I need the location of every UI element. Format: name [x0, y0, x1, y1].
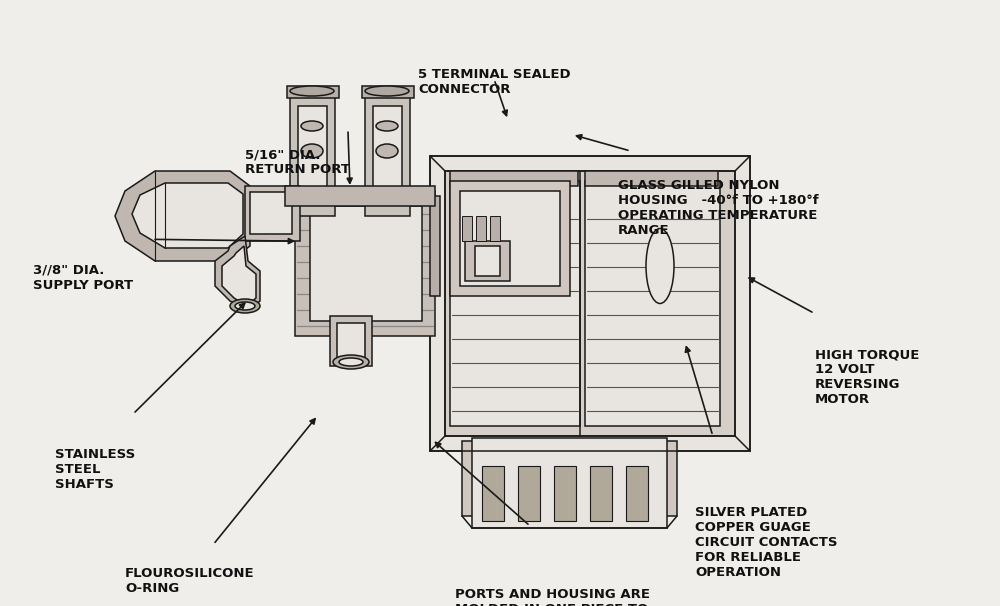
- Text: STAINLESS
STEEL
SHAFTS: STAINLESS STEEL SHAFTS: [55, 448, 135, 491]
- Ellipse shape: [301, 144, 323, 158]
- Bar: [285, 186, 435, 206]
- Text: 3//8" DIA.
SUPPLY PORT: 3//8" DIA. SUPPLY PORT: [33, 264, 133, 291]
- Bar: [465, 241, 510, 281]
- Bar: [450, 181, 570, 296]
- Bar: [295, 191, 435, 336]
- Bar: [462, 216, 472, 241]
- Bar: [287, 86, 339, 98]
- Text: PORTS AND HOUSING ARE
MOLDED IN ONE PIECE TO
ELIMINATE LEAKS AT THE
SEAM: PORTS AND HOUSING ARE MOLDED IN ONE PIEC…: [455, 588, 650, 606]
- Text: 5 TERMINAL SEALED
CONNECTOR: 5 TERMINAL SEALED CONNECTOR: [418, 68, 571, 96]
- Bar: [430, 196, 440, 296]
- Ellipse shape: [376, 144, 398, 158]
- Bar: [585, 171, 718, 186]
- Ellipse shape: [290, 86, 334, 96]
- Bar: [365, 91, 410, 216]
- Bar: [337, 323, 365, 361]
- Polygon shape: [222, 246, 256, 306]
- Ellipse shape: [333, 355, 369, 369]
- Bar: [476, 216, 486, 241]
- Bar: [590, 466, 612, 521]
- Bar: [472, 438, 667, 528]
- Bar: [250, 192, 292, 234]
- Bar: [462, 441, 677, 516]
- Text: GLASS GILLED NYLON
HOUSING   -40°f TO +180°f
OPERATING TEMPERATURE
RANGE: GLASS GILLED NYLON HOUSING -40°f TO +180…: [618, 179, 819, 237]
- Bar: [290, 91, 335, 216]
- Polygon shape: [132, 183, 243, 248]
- Bar: [245, 186, 300, 241]
- Bar: [450, 171, 578, 186]
- Bar: [450, 181, 580, 426]
- Text: FLOUROSILICONE
O-RING: FLOUROSILICONE O-RING: [125, 567, 255, 594]
- Text: 5/16" DIA.
RETURN PORT: 5/16" DIA. RETURN PORT: [245, 148, 350, 176]
- Bar: [445, 171, 735, 436]
- Bar: [490, 216, 500, 241]
- Bar: [518, 466, 540, 521]
- Bar: [362, 86, 414, 98]
- Text: HIGH TORQUE
12 VOLT
REVERSING
MOTOR: HIGH TORQUE 12 VOLT REVERSING MOTOR: [815, 348, 919, 407]
- Ellipse shape: [646, 228, 674, 304]
- Bar: [482, 466, 504, 521]
- Bar: [554, 466, 576, 521]
- Bar: [460, 191, 560, 286]
- Bar: [585, 181, 720, 426]
- Ellipse shape: [365, 86, 409, 96]
- Text: SILVER PLATED
COPPER GUAGE
CIRCUIT CONTACTS
FOR RELIABLE
OPERATION: SILVER PLATED COPPER GUAGE CIRCUIT CONTA…: [695, 506, 838, 579]
- Bar: [310, 206, 422, 321]
- Polygon shape: [115, 171, 250, 261]
- Ellipse shape: [339, 358, 363, 366]
- Ellipse shape: [376, 121, 398, 131]
- Bar: [475, 246, 500, 276]
- Bar: [330, 316, 372, 366]
- Ellipse shape: [301, 121, 323, 131]
- Polygon shape: [215, 236, 260, 311]
- Ellipse shape: [230, 299, 260, 313]
- Bar: [430, 156, 750, 451]
- Bar: [626, 466, 648, 521]
- Ellipse shape: [235, 302, 255, 310]
- Bar: [373, 106, 402, 201]
- Bar: [298, 106, 327, 201]
